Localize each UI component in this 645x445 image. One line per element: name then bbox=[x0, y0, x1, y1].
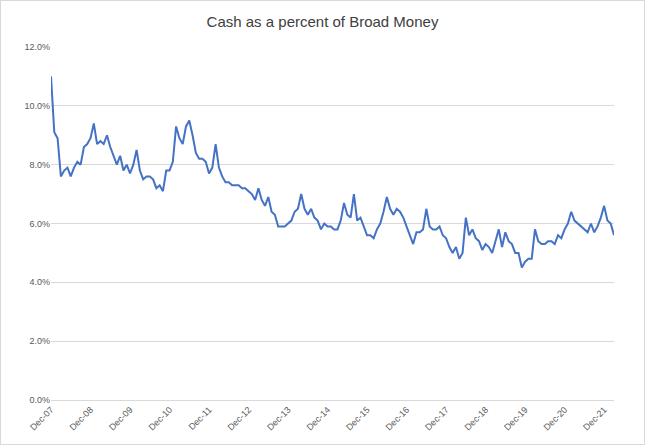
svg-text:Dec-16: Dec-16 bbox=[384, 405, 412, 433]
svg-text:0.0%: 0.0% bbox=[29, 395, 50, 405]
svg-text:Cash as a percent of Broad Mon: Cash as a percent of Broad Money bbox=[207, 13, 439, 30]
svg-text:Dec-10: Dec-10 bbox=[147, 405, 175, 433]
svg-text:4.0%: 4.0% bbox=[29, 277, 50, 287]
svg-text:Dec-21: Dec-21 bbox=[581, 405, 609, 433]
svg-text:Dec-09: Dec-09 bbox=[107, 405, 135, 433]
svg-text:Dec-18: Dec-18 bbox=[463, 405, 491, 433]
svg-text:12.0%: 12.0% bbox=[24, 42, 50, 52]
svg-text:Dec-20: Dec-20 bbox=[542, 405, 570, 433]
svg-text:Dec-13: Dec-13 bbox=[265, 405, 293, 433]
svg-text:Dec-19: Dec-19 bbox=[502, 405, 530, 433]
svg-text:6.0%: 6.0% bbox=[29, 219, 50, 229]
svg-text:2.0%: 2.0% bbox=[29, 336, 50, 346]
svg-text:10.0%: 10.0% bbox=[24, 101, 50, 111]
svg-text:Dec-15: Dec-15 bbox=[344, 405, 372, 433]
svg-text:Dec-17: Dec-17 bbox=[423, 405, 451, 433]
svg-text:Dec-11: Dec-11 bbox=[187, 405, 214, 432]
svg-text:Dec-14: Dec-14 bbox=[305, 405, 333, 433]
svg-text:Dec-08: Dec-08 bbox=[68, 405, 96, 433]
svg-text:Dec-12: Dec-12 bbox=[226, 405, 254, 433]
svg-text:Dec-07: Dec-07 bbox=[28, 405, 56, 433]
svg-text:8.0%: 8.0% bbox=[29, 160, 50, 170]
